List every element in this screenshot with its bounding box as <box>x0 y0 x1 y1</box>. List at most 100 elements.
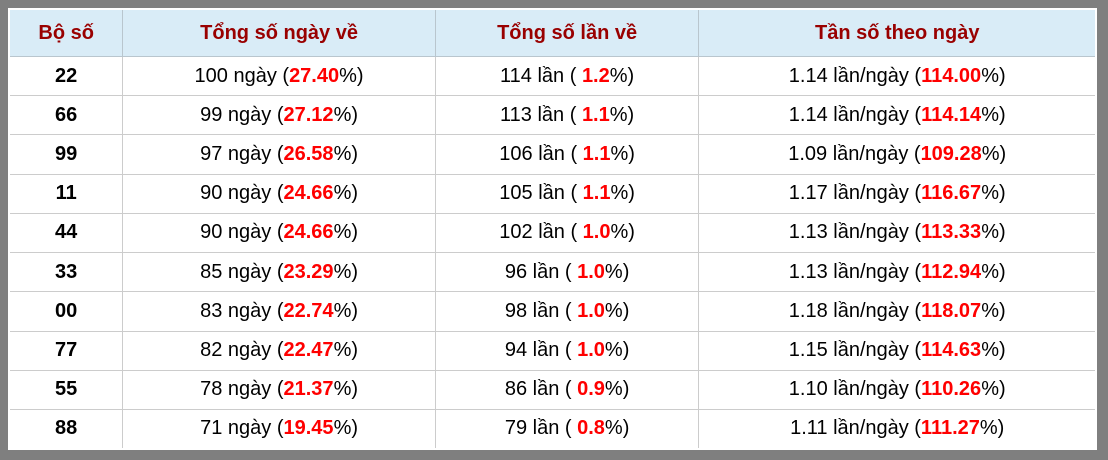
times-percent: 1.2 <box>581 64 610 87</box>
table-row: 11 90 ngày (24.66%) 105 lần ( 1.1%) 1.17… <box>10 173 1095 214</box>
cell-total-times: 102 lần ( 1.0%) <box>434 212 700 254</box>
days-suffix: %) <box>333 221 359 244</box>
days-text: 90 ngày ( <box>200 182 284 205</box>
times-suffix: %) <box>604 417 630 440</box>
times-suffix: %) <box>610 182 635 205</box>
times-percent: 1.1 <box>582 182 611 205</box>
number-set-value: 66 <box>55 103 78 126</box>
cell-total-times: 86 lần ( 0.9%) <box>434 369 700 410</box>
frequency-suffix: %) <box>981 221 1006 244</box>
number-set-value: 44 <box>55 221 78 244</box>
days-percent: 19.45 <box>283 417 334 440</box>
cell-number-set: 33 <box>10 252 124 293</box>
frequency-suffix: %) <box>981 103 1006 126</box>
cell-frequency: 1.14 lần/ngày (114.00%) <box>698 55 1095 97</box>
frequency-text: 1.09 lần/ngày ( <box>788 143 921 166</box>
days-text: 83 ngày ( <box>200 299 284 322</box>
cell-total-days: 82 ngày (22.47%) <box>122 330 436 371</box>
table-row: 22 100 ngày (27.40%) 114 lần ( 1.2%) 1.1… <box>10 55 1095 97</box>
cell-total-days: 90 ngày (24.66%) <box>122 212 436 254</box>
cell-total-times: 98 lần ( 1.0%) <box>434 291 700 332</box>
days-percent: 26.58 <box>283 143 334 166</box>
frequency-suffix: %) <box>981 339 1006 362</box>
cell-frequency: 1.18 lần/ngày (118.07%) <box>698 291 1095 332</box>
cell-frequency: 1.11 lần/ngày (111.27%) <box>698 408 1095 448</box>
frequency-text: 1.17 lần/ngày ( <box>788 182 922 205</box>
days-suffix: %) <box>333 378 359 401</box>
frequency-text: 1.14 lần/ngày ( <box>788 103 922 126</box>
times-percent: 1.1 <box>581 103 610 126</box>
frequency-percent: 118.07 <box>921 299 982 322</box>
times-percent: 1.0 <box>582 221 611 244</box>
cell-total-times: 94 lần ( 1.0%) <box>434 330 700 371</box>
cell-number-set: 00 <box>10 291 124 332</box>
frequency-suffix: %) <box>981 64 1006 87</box>
number-set-value: 55 <box>55 378 78 401</box>
frequency-text: 1.13 lần/ngày ( <box>788 221 922 244</box>
column-header-times: Tổng số lần về <box>434 10 700 57</box>
frequency-percent: 111.27 <box>920 417 980 440</box>
times-text: 113 lần ( <box>500 103 582 126</box>
cell-total-days: 99 ngày (27.12%) <box>122 95 436 136</box>
times-suffix: %) <box>610 221 635 244</box>
days-suffix: %) <box>339 64 364 87</box>
frequency-text: 1.15 lần/ngày ( <box>788 339 922 362</box>
times-suffix: %) <box>604 299 630 322</box>
days-percent: 22.47 <box>283 339 334 362</box>
frequency-suffix: %) <box>979 417 1005 440</box>
cell-frequency: 1.17 lần/ngày (116.67%) <box>698 173 1095 214</box>
table-row: 77 82 ngày (22.47%) 94 lần ( 1.0%) 1.15 … <box>10 330 1095 371</box>
times-suffix: %) <box>610 143 635 166</box>
times-text: 114 lần ( <box>500 64 582 87</box>
times-text: 102 lần ( <box>499 221 583 244</box>
times-text: 79 lần ( <box>504 417 578 440</box>
days-percent: 27.40 <box>289 64 340 87</box>
frequency-percent: 114.00 <box>921 64 982 87</box>
days-text: 90 ngày ( <box>200 221 284 244</box>
cell-frequency: 1.15 lần/ngày (114.63%) <box>698 330 1095 371</box>
cell-frequency: 1.09 lần/ngày (109.28%) <box>698 134 1095 175</box>
number-set-value: 99 <box>55 143 78 166</box>
cell-frequency: 1.14 lần/ngày (114.14%) <box>698 95 1095 136</box>
column-header-days: Tổng số ngày về <box>122 10 436 57</box>
times-suffix: %) <box>609 64 635 87</box>
days-percent: 22.74 <box>283 299 334 322</box>
column-header-frequency: Tần số theo ngày <box>698 10 1095 57</box>
days-text: 97 ngày ( <box>200 143 284 166</box>
cell-number-set: 88 <box>10 408 124 448</box>
number-set-value: 22 <box>55 64 78 87</box>
times-suffix: %) <box>604 260 630 283</box>
days-suffix: %) <box>333 417 359 440</box>
cell-number-set: 99 <box>10 134 124 175</box>
times-text: 106 lần ( <box>499 143 583 166</box>
frequency-percent: 110.26 <box>921 378 982 401</box>
cell-total-times: 105 lần ( 1.1%) <box>434 173 700 214</box>
cell-total-days: 83 ngày (22.74%) <box>122 291 436 332</box>
frequency-percent: 114.63 <box>921 339 982 362</box>
cell-total-days: 100 ngày (27.40%) <box>122 55 436 97</box>
frequency-percent: 114.14 <box>921 103 982 126</box>
cell-total-times: 114 lần ( 1.2%) <box>434 55 700 97</box>
days-percent: 24.66 <box>283 182 334 205</box>
days-text: 85 ngày ( <box>200 260 284 283</box>
table-row: 44 90 ngày (24.66%) 102 lần ( 1.0%) 1.13… <box>10 212 1095 254</box>
frequency-text: 1.11 lần/ngày ( <box>790 417 921 440</box>
times-text: 105 lần ( <box>499 182 583 205</box>
frequency-suffix: %) <box>981 378 1006 401</box>
times-text: 98 lần ( <box>504 299 578 322</box>
days-text: 82 ngày ( <box>200 339 284 362</box>
days-percent: 27.12 <box>283 103 334 126</box>
lottery-stats-table: Bộ số Tổng số ngày về Tổng số lần về Tần… <box>10 10 1095 448</box>
frequency-text: 1.14 lần/ngày ( <box>788 64 922 87</box>
days-suffix: %) <box>333 143 359 166</box>
frequency-suffix: %) <box>981 182 1006 205</box>
days-text: 100 ngày ( <box>194 64 290 87</box>
cell-total-times: 79 lần ( 0.8%) <box>434 408 700 448</box>
cell-total-times: 113 lần ( 1.1%) <box>434 95 700 136</box>
table-row: 99 97 ngày (26.58%) 106 lần ( 1.1%) 1.09… <box>10 134 1095 175</box>
times-suffix: %) <box>609 103 635 126</box>
times-percent: 0.8 <box>577 417 605 440</box>
days-suffix: %) <box>333 103 359 126</box>
table-row: 88 71 ngày (19.45%) 79 lần ( 0.8%) 1.11 … <box>10 408 1095 448</box>
